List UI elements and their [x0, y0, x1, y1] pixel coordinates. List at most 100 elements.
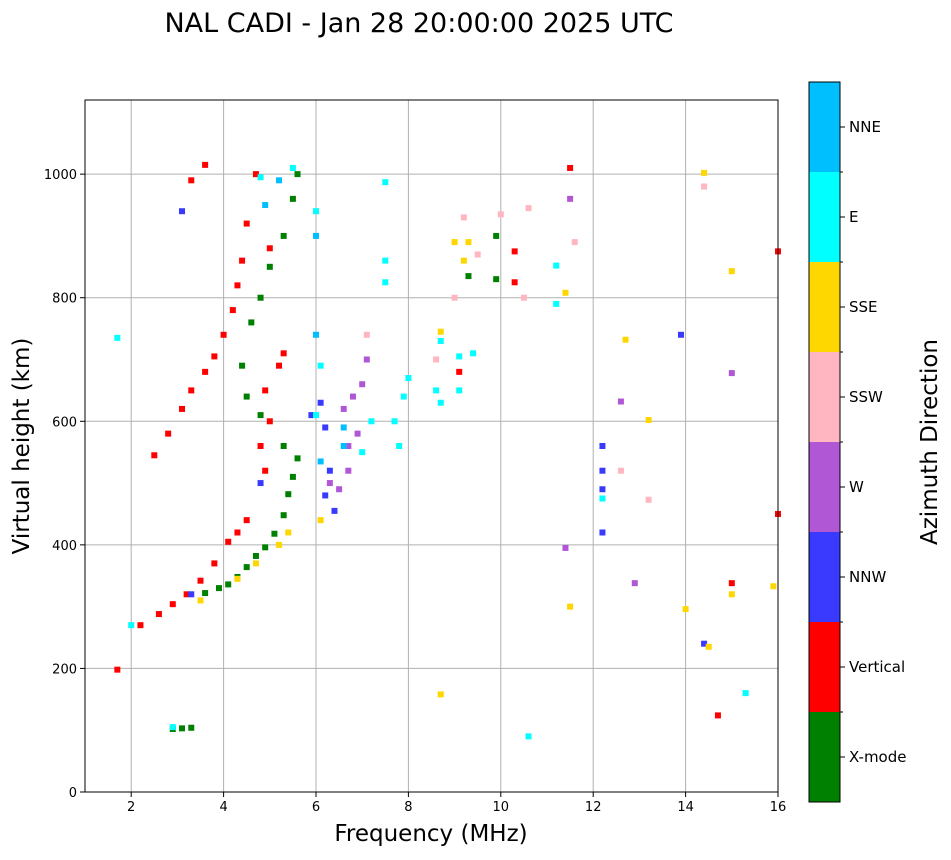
colorbar-swatch: [809, 172, 840, 262]
series-vertical: [114, 161, 781, 719]
data-point: [211, 560, 218, 567]
data-point: [599, 443, 606, 449]
data-point: [728, 268, 735, 275]
data-point: [225, 581, 232, 588]
data-point: [571, 239, 578, 246]
data-point: [243, 564, 250, 571]
data-point: [359, 381, 366, 388]
data-point: [234, 575, 241, 582]
colorbar-frame: [808, 81, 841, 803]
colorbar-swatch: [809, 82, 840, 172]
data-point: [276, 177, 283, 184]
data-point: [437, 691, 444, 698]
data-point: [728, 580, 735, 587]
data-point: [285, 491, 292, 498]
data-point: [114, 666, 121, 673]
x-tick-label: 6: [312, 800, 320, 815]
data-point: [382, 279, 389, 286]
data-point: [313, 232, 319, 239]
data-point: [313, 412, 319, 419]
data-point: [456, 387, 463, 394]
data-point: [520, 294, 527, 301]
colorbar-swatch: [809, 262, 840, 352]
series-sse: [197, 169, 777, 698]
data-point: [322, 492, 329, 499]
data-point: [456, 368, 463, 375]
data-point: [257, 174, 264, 181]
data-point: [197, 597, 204, 604]
grid-lines: [85, 100, 779, 793]
colorbar-tick-label: E: [849, 208, 858, 226]
data-point: [128, 622, 135, 629]
data-point: [169, 601, 176, 608]
data-point: [326, 467, 333, 474]
data-point: [368, 418, 375, 425]
data-point: [225, 538, 232, 545]
data-point: [631, 580, 638, 587]
data-point: [229, 307, 236, 314]
data-point: [252, 552, 259, 559]
data-points: [114, 161, 781, 740]
colorbar-tick-label: NNW: [849, 568, 886, 586]
data-point: [257, 443, 264, 449]
series-e: [114, 164, 749, 740]
y-axis-ticks: 0 200 400 600 800 1000: [44, 168, 85, 801]
data-point: [599, 467, 606, 474]
data-point: [705, 643, 712, 650]
data-point: [465, 273, 472, 280]
data-point: [363, 356, 370, 363]
data-point: [252, 560, 259, 567]
data-point: [197, 577, 204, 584]
data-point: [289, 164, 296, 171]
data-point: [714, 712, 721, 719]
data-point: [179, 208, 186, 215]
data-point: [266, 245, 273, 252]
series-nnw: [179, 208, 708, 647]
data-point: [276, 541, 283, 548]
x-axis-label: Frequency (MHz): [334, 821, 527, 847]
data-point: [405, 375, 412, 382]
data-point: [742, 690, 749, 697]
data-point: [340, 443, 347, 449]
data-point: [728, 370, 735, 377]
data-point: [340, 405, 347, 412]
data-point: [183, 591, 190, 598]
data-point: [645, 417, 652, 424]
data-point: [363, 331, 370, 338]
data-point: [451, 294, 458, 301]
data-point: [553, 300, 560, 307]
data-point: [155, 611, 162, 618]
plot-frame: [84, 99, 779, 793]
data-point: [317, 517, 324, 524]
data-point: [308, 412, 315, 419]
colorbar-tick-label: SSW: [849, 388, 883, 406]
data-point: [553, 262, 560, 269]
data-point: [525, 733, 532, 740]
colorbar-tick-label: SSE: [849, 298, 878, 316]
data-point: [382, 257, 389, 264]
data-point: [617, 467, 624, 474]
data-point: [202, 161, 209, 168]
data-point: [391, 418, 398, 425]
data-point: [382, 179, 389, 186]
data-point: [622, 336, 629, 343]
x-tick-label: 14: [677, 800, 694, 815]
data-point: [220, 331, 227, 338]
data-point: [456, 353, 463, 360]
data-point: [280, 443, 287, 449]
data-point: [336, 486, 343, 493]
y-tick-label: 0: [69, 786, 77, 801]
data-point: [682, 606, 689, 613]
series-x-mode: [169, 171, 500, 732]
data-point: [567, 195, 574, 202]
data-point: [567, 603, 574, 610]
data-point: [349, 393, 356, 400]
data-point: [497, 211, 504, 218]
data-point: [234, 282, 241, 289]
data-point: [211, 353, 218, 360]
data-point: [294, 171, 301, 178]
data-point: [313, 331, 319, 338]
data-point: [215, 585, 222, 592]
data-point: [728, 591, 735, 598]
